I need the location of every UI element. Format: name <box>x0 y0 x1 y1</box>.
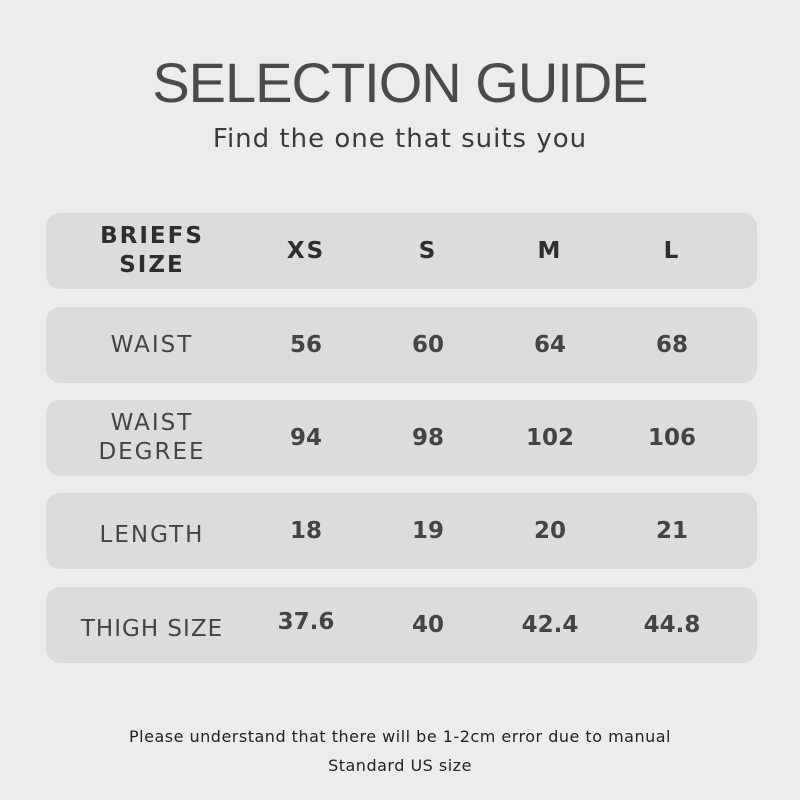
cell-value: 94 <box>289 424 322 451</box>
error-note: Please understand that there will be 1-2… <box>129 727 671 746</box>
cell-value: 106 <box>647 424 696 451</box>
header-l: L <box>663 237 681 264</box>
table-header-row: BRIEFS SIZE XS S M L <box>46 213 757 289</box>
header-m: M <box>537 237 563 264</box>
cell-value: 19 <box>411 517 444 544</box>
cell-value: 102 <box>525 424 574 451</box>
table-row: WAIST 56 60 64 68 <box>46 307 757 383</box>
row-label: LENGTH <box>99 521 205 548</box>
header-xs: XS <box>286 237 326 264</box>
cell-value: 21 <box>655 517 688 544</box>
cell-value: 37.6 <box>277 608 335 635</box>
row-label: THIGH SIZE <box>80 615 224 642</box>
row-label: WAIST <box>110 331 194 358</box>
table-row: WAIST DEGREE 94 98 102 106 <box>46 400 757 476</box>
cell-value: 20 <box>533 517 566 544</box>
cell-value: 56 <box>289 331 322 358</box>
header-size-label: BRIEFS SIZE <box>100 223 204 278</box>
size-standard-note: Standard US size <box>328 756 472 775</box>
footnote: Please understand that there will be 1-2… <box>0 722 800 780</box>
header-s: S <box>418 237 438 264</box>
cell-value: 60 <box>411 331 444 358</box>
row-label: WAIST DEGREE <box>98 410 206 465</box>
cell-value: 42.4 <box>521 611 579 638</box>
cell-value: 98 <box>411 424 444 451</box>
page-title: SELECTION GUIDE <box>152 51 648 114</box>
cell-value: 18 <box>289 517 322 544</box>
table-row: THIGH SIZE 37.6 40 42.4 44.8 <box>46 587 757 663</box>
cell-value: 40 <box>411 611 444 638</box>
table-row: LENGTH 18 19 20 21 <box>46 493 757 569</box>
page-subtitle: Find the one that suits you <box>212 124 588 154</box>
cell-value: 68 <box>655 331 688 358</box>
cell-value: 44.8 <box>643 611 701 638</box>
cell-value: 64 <box>533 331 566 358</box>
